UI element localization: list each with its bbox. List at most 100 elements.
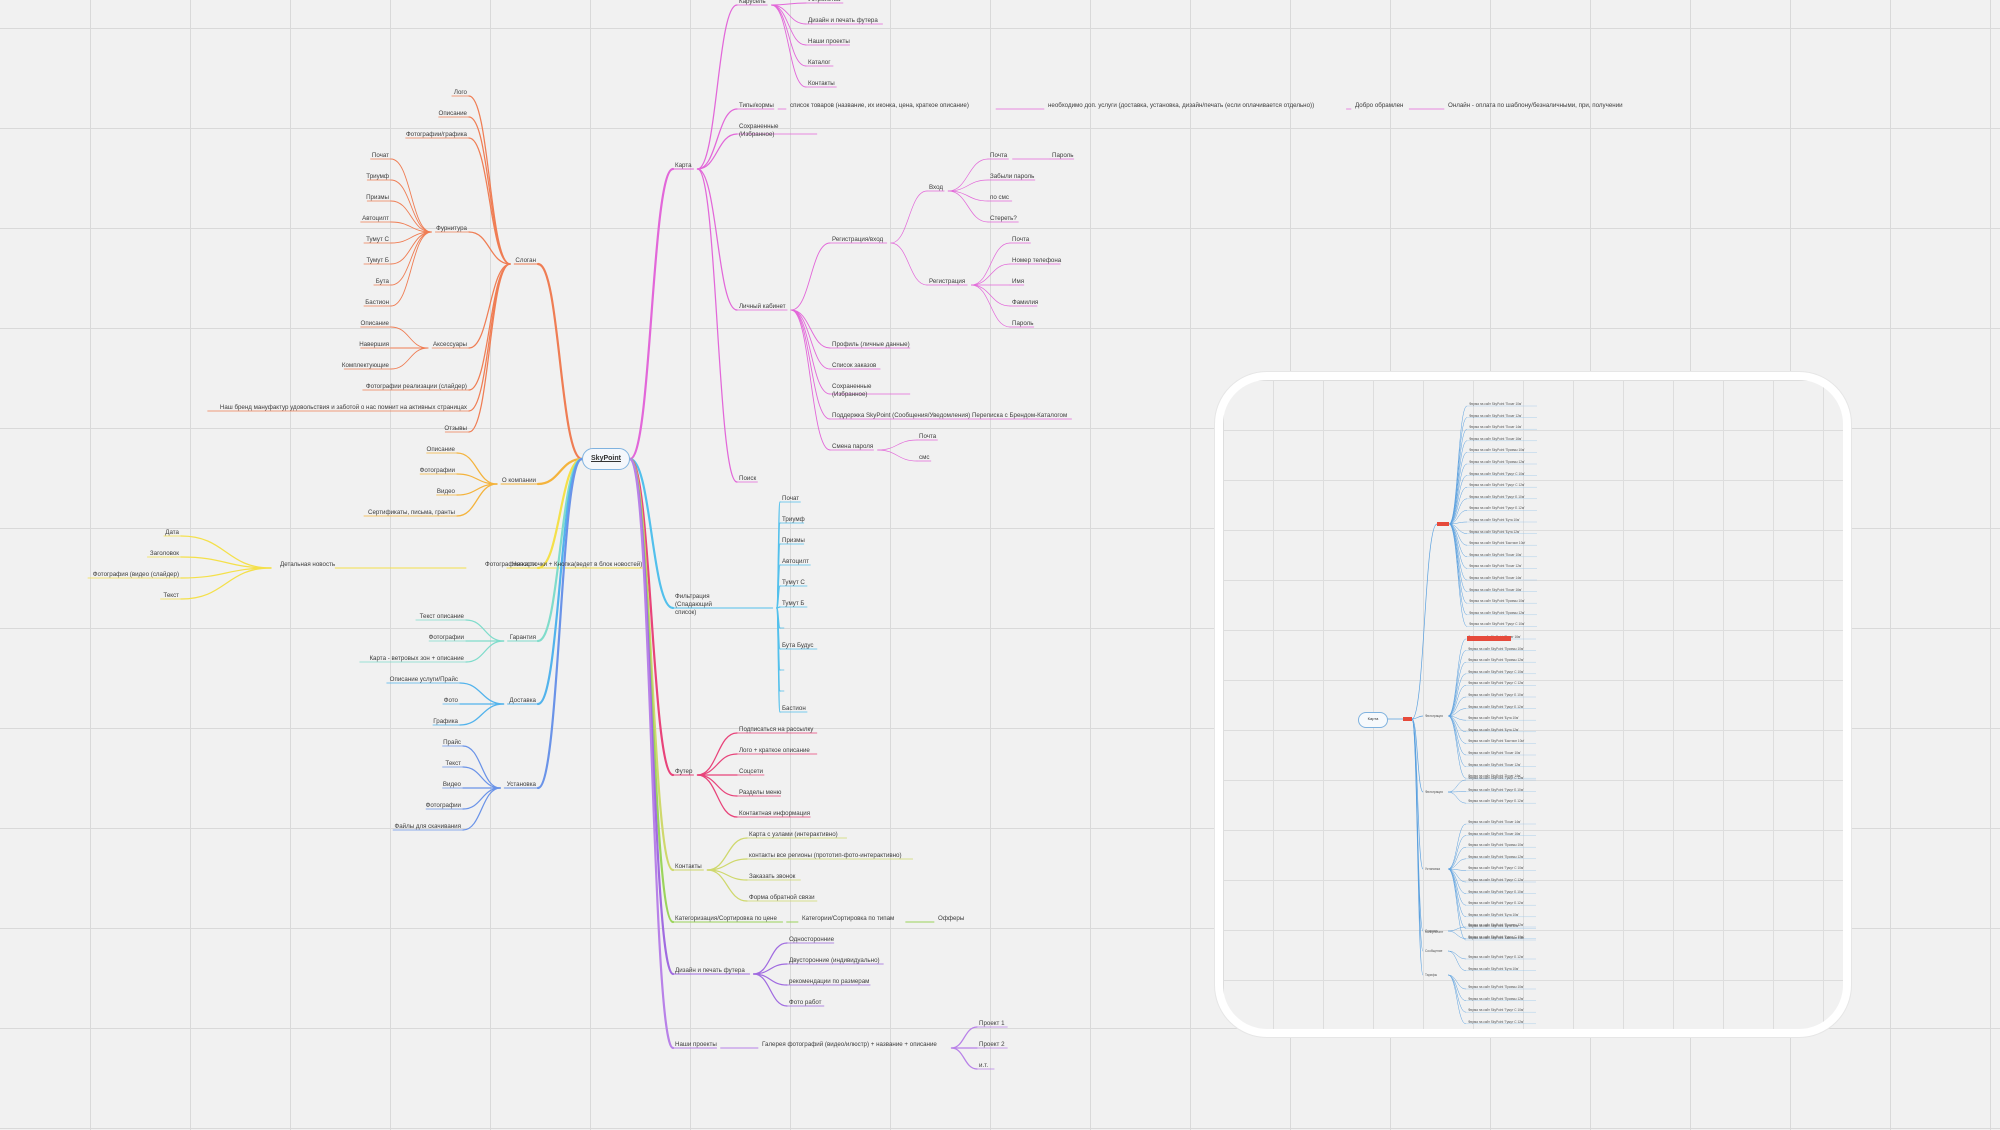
topic-node[interactable]: Фурнитура: [436, 225, 467, 233]
topic-node[interactable]: Карта: [675, 162, 692, 170]
topic-node[interactable]: Призмы: [782, 537, 805, 545]
topic-node[interactable]: Категории/Сортировка по типам: [802, 915, 894, 923]
topic-node[interactable]: Имя: [1012, 278, 1024, 286]
topic-node[interactable]: Фотографии: [429, 634, 464, 642]
topic-node[interactable]: Прайс: [443, 739, 461, 747]
topic-node[interactable]: Графика: [433, 718, 458, 726]
topic-node[interactable]: Фотография карточки + Кнопка(ведет в бло…: [485, 561, 642, 569]
topic-node[interactable]: Призмы: [366, 194, 389, 202]
topic-node[interactable]: Дизайн и печать футера: [808, 17, 878, 25]
topic-node[interactable]: Дата: [165, 529, 179, 537]
topic-node[interactable]: Каталог: [808, 59, 831, 67]
topic-node[interactable]: Фото работ: [789, 999, 822, 1007]
topic-node[interactable]: Бута: [376, 278, 389, 286]
topic-node[interactable]: Бута Будус: [782, 642, 813, 650]
topic-node[interactable]: Сертификаты, письма, гранты: [368, 509, 455, 517]
topic-node[interactable]: Почта: [919, 433, 936, 441]
topic-node[interactable]: Поиск: [739, 475, 756, 483]
topic-node[interactable]: Наш бренд мануфактур удовольствия и забо…: [220, 404, 467, 412]
topic-node[interactable]: Отзывы: [444, 425, 467, 433]
topic-node[interactable]: Навершия: [359, 341, 389, 349]
topic-node[interactable]: Почта: [1012, 236, 1029, 244]
topic-node[interactable]: Регистрация/вход: [832, 236, 883, 244]
topic-node[interactable]: Регистрация: [929, 278, 965, 286]
topic-node[interactable]: Тумут Б: [367, 257, 390, 265]
topic-node[interactable]: Фотографии/графика: [406, 131, 467, 139]
topic-node[interactable]: Наши проекты: [675, 1041, 717, 1049]
topic-node[interactable]: Описание: [439, 110, 467, 118]
topic-node[interactable]: Тумут С: [366, 236, 389, 244]
topic-node[interactable]: Типы/кормы: [739, 102, 774, 110]
topic-node[interactable]: Галерея фотографий (видео/илюстр) + назв…: [762, 1041, 937, 1049]
topic-node[interactable]: Почат: [372, 152, 389, 160]
topic-node[interactable]: Личный кабинет: [739, 303, 786, 311]
topic-node[interactable]: Проект 2: [979, 1041, 1005, 1049]
topic-node[interactable]: необходимо доп. услуги (доставка, устано…: [1048, 102, 1314, 110]
topic-node[interactable]: Онлайн - оплата по шаблону/безналичными,…: [1448, 102, 1623, 110]
topic-node[interactable]: Видео: [437, 488, 455, 496]
topic-node[interactable]: Комплектующие: [342, 362, 389, 370]
topic-node[interactable]: Текст: [445, 760, 461, 768]
topic-node[interactable]: Почта: [990, 152, 1007, 160]
topic-node[interactable]: Вход: [929, 184, 943, 192]
topic-node[interactable]: Контактная информация: [739, 810, 810, 818]
topic-node[interactable]: смс: [919, 454, 929, 462]
topic-node[interactable]: Профиль (личные данные): [832, 341, 910, 349]
topic-node[interactable]: Тумут Б: [782, 600, 805, 608]
topic-node[interactable]: Смена пароля: [832, 443, 873, 451]
topic-node[interactable]: Контакты: [808, 80, 835, 88]
topic-node[interactable]: Лого + краткое описание: [739, 747, 810, 755]
topic-node[interactable]: Пароль: [1012, 320, 1033, 328]
topic-node[interactable]: Подписаться на рассылку: [739, 726, 813, 734]
topic-node[interactable]: Карта с узлами (интерактивно): [749, 831, 838, 839]
topic-node[interactable]: Список заказов: [832, 362, 876, 370]
topic-node[interactable]: рекомендации по размерам: [789, 978, 869, 986]
topic-node[interactable]: Пароль: [1052, 152, 1073, 160]
topic-node[interactable]: Описание: [427, 446, 455, 454]
topic-node[interactable]: Разделы меню: [739, 789, 781, 797]
topic-node[interactable]: Поддержка SkyPoint (Сообщения/Уведомлени…: [832, 412, 1067, 420]
topic-node[interactable]: Автоцилт: [362, 215, 389, 223]
topic-node[interactable]: Триумф: [366, 173, 389, 181]
topic-node[interactable]: Категоризация/Сортировка по цене: [675, 915, 777, 923]
topic-node[interactable]: Контакты: [675, 863, 702, 871]
topic-node[interactable]: Слоган: [515, 257, 536, 265]
topic-node[interactable]: Гарантия: [510, 634, 536, 642]
topic-node[interactable]: Забыли пароль: [990, 173, 1034, 181]
root-node[interactable]: SkyPoint: [582, 448, 630, 470]
topic-node[interactable]: Бастион: [782, 705, 806, 713]
topic-node[interactable]: Фотографии реализации (слайдер): [366, 383, 467, 391]
topic-node[interactable]: и.т.: [979, 1062, 988, 1070]
topic-node[interactable]: Наши проекты: [808, 38, 850, 46]
topic-node[interactable]: Двусторонние (индивидуально): [789, 957, 880, 965]
topic-node[interactable]: Автоцилт: [782, 558, 809, 566]
topic-node[interactable]: Стереть?: [990, 215, 1017, 223]
topic-node[interactable]: Доставка: [509, 697, 536, 705]
topic-node[interactable]: Проект 1: [979, 1020, 1005, 1028]
topic-node[interactable]: Фотографии: [426, 802, 461, 810]
topic-node[interactable]: Карусель: [739, 0, 766, 6]
topic-node[interactable]: О компании: [502, 477, 536, 485]
topic-node[interactable]: Форма обратной связи: [749, 894, 815, 902]
topic-node[interactable]: Фото: [444, 697, 458, 705]
topic-node[interactable]: Соцсети: [739, 768, 763, 776]
topic-node[interactable]: Односторонние: [789, 936, 834, 944]
topic-node[interactable]: Сохраненные (Избранное): [739, 123, 783, 139]
topic-node[interactable]: Текст описание: [420, 613, 464, 621]
topic-node[interactable]: Файлы для скачивания: [395, 823, 461, 831]
topic-node[interactable]: Фотографии: [420, 467, 455, 475]
topic-node[interactable]: Лого: [454, 89, 467, 97]
topic-node[interactable]: Видео: [443, 781, 461, 789]
topic-node[interactable]: Описание: [361, 320, 389, 328]
topic-node[interactable]: Бастион: [365, 299, 389, 307]
topic-node[interactable]: Сохраненные (Избранное): [832, 383, 876, 399]
topic-node[interactable]: Почат: [782, 495, 799, 503]
topic-node[interactable]: контакты все регионы (прототип-фото-инте…: [749, 852, 902, 860]
topic-node[interactable]: Заказать звонок: [749, 873, 795, 881]
topic-node[interactable]: Установка: [507, 781, 536, 789]
topic-node[interactable]: Тумут С: [782, 579, 805, 587]
topic-node[interactable]: Фотография (видео (слайдер): [93, 571, 179, 579]
topic-node[interactable]: Описание услуги/Прайс: [390, 676, 458, 684]
